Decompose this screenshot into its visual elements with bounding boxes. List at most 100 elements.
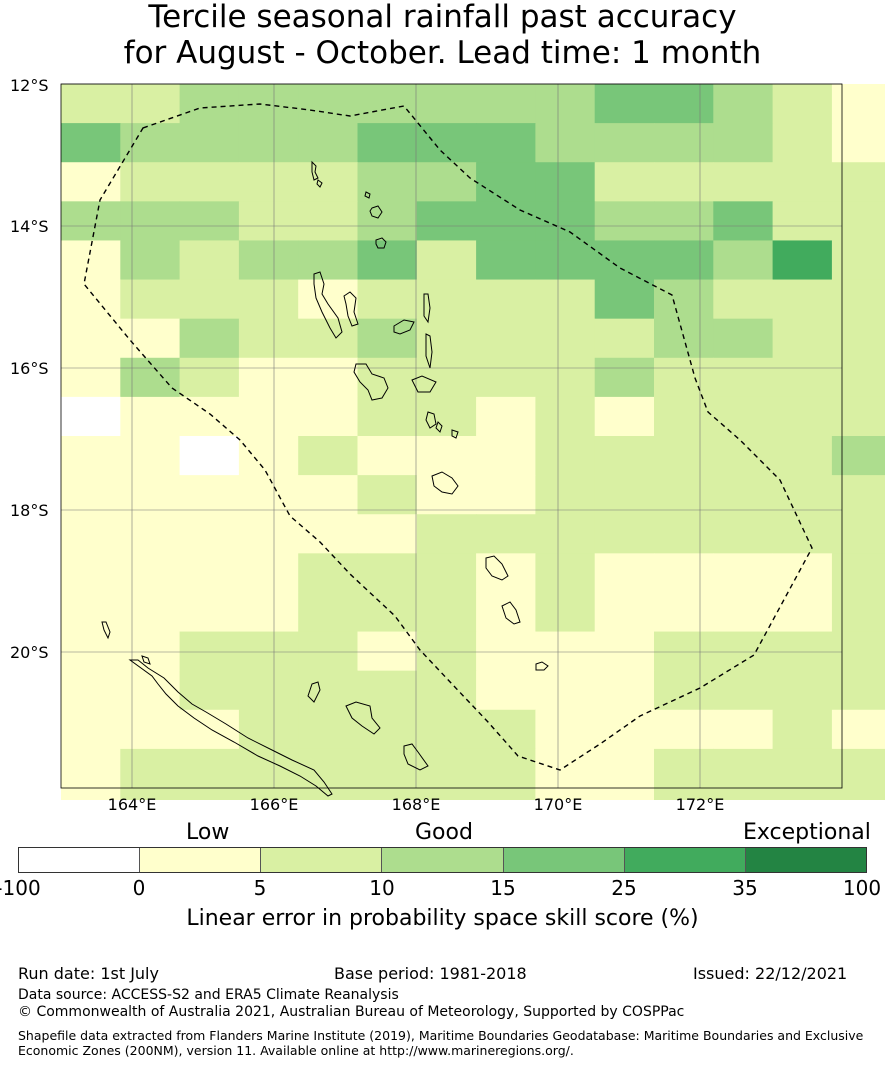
copyright: © Commonwealth of Australia 2021, Austra… (18, 1004, 685, 1020)
island (343, 291, 359, 327)
skill-cell (535, 240, 596, 281)
skill-cell (120, 123, 181, 163)
skill-cell (476, 670, 536, 711)
data-source: Data source: ACCESS-S2 and ERA5 Climate … (18, 987, 399, 1003)
skill-cell (238, 279, 299, 320)
skill-cell (772, 162, 833, 202)
skill-cell (535, 436, 596, 476)
skill-cell (535, 788, 596, 800)
skill-cell (416, 748, 477, 789)
skill-cell (357, 318, 418, 359)
skill-cell (298, 201, 358, 241)
skill-cell (654, 631, 714, 672)
skill-cell (238, 631, 299, 672)
skill-cell (654, 670, 714, 711)
skill-cell (713, 475, 774, 515)
island (535, 661, 549, 671)
skill-cell (179, 357, 240, 398)
skill-cell (772, 788, 833, 800)
skill-cell (772, 436, 833, 476)
skill-cell (713, 788, 774, 800)
skill-cell (713, 631, 774, 672)
skill-cell (357, 748, 418, 789)
island (313, 271, 343, 339)
skill-cell (831, 631, 885, 672)
island (435, 421, 443, 433)
skill-cell (61, 670, 121, 711)
skill-cell (357, 709, 418, 750)
skill-cell (61, 748, 121, 789)
colorbar-segment (140, 848, 262, 872)
colorbar-segment (382, 848, 504, 872)
island (307, 681, 321, 703)
issued-date: Issued: 22/12/2021 (693, 964, 848, 983)
skill-cell (713, 670, 774, 711)
colorbar-tick: 10 (369, 876, 395, 900)
skill-cell (298, 748, 358, 789)
category-exceptional: Exceptional (743, 820, 871, 845)
lon-tick-166e: 166°E (249, 795, 299, 814)
skill-cell (535, 670, 596, 711)
skill-cell (416, 162, 477, 202)
skill-cell (713, 240, 774, 281)
skill-cell (831, 396, 885, 437)
skill-cell (179, 162, 240, 202)
skill-cell (357, 123, 418, 163)
skill-cell (831, 475, 885, 515)
skill-cell (654, 396, 714, 437)
skill-cell (416, 592, 477, 633)
skill-cell (120, 592, 181, 633)
island (128, 659, 333, 797)
map-frame (60, 83, 843, 789)
skill-cell (772, 748, 833, 789)
skill-cell (298, 709, 358, 750)
skill-cell (654, 201, 714, 241)
skill-cell (357, 631, 418, 672)
island (345, 701, 381, 735)
skill-cell (535, 631, 596, 672)
skill-cell (357, 201, 418, 241)
skill-cell (61, 788, 121, 800)
skill-cell (654, 592, 714, 633)
skill-cell (298, 631, 358, 672)
skill-cell (357, 357, 418, 398)
skill-cell (654, 162, 714, 202)
lon-tick-164e: 164°E (107, 795, 157, 814)
skill-cell (298, 396, 358, 437)
skill-cell (416, 788, 477, 800)
skill-cell (713, 123, 774, 163)
skill-cell (831, 162, 885, 202)
skill-cell (298, 162, 358, 202)
skill-cell (831, 592, 885, 633)
skill-cell (61, 162, 121, 202)
skill-cell (654, 84, 714, 124)
skill-cell (535, 514, 596, 554)
skill-cell (476, 357, 536, 398)
skill-cell (476, 514, 536, 554)
skill-cell (831, 709, 885, 750)
skill-cell (179, 514, 240, 554)
skill-cell (772, 357, 833, 398)
skill-cell (654, 357, 714, 398)
skill-cell (713, 709, 774, 750)
skill-cell (654, 553, 714, 593)
island (101, 621, 111, 640)
colorbar-segment (503, 848, 625, 872)
skill-cell (416, 631, 477, 672)
skill-cell (179, 436, 240, 476)
category-good: Good (415, 820, 473, 845)
skill-cell (476, 748, 536, 789)
skill-cell (594, 631, 655, 672)
skill-cell (772, 240, 833, 281)
skill-cell (238, 396, 299, 437)
skill-cell (772, 670, 833, 711)
skill-cell (61, 357, 121, 398)
shapefile-credit-1: Shapefile data extracted from Flanders M… (18, 1028, 864, 1043)
skill-cell (238, 240, 299, 281)
skill-cell (772, 201, 833, 241)
skill-cell (357, 436, 418, 476)
skill-grid-cells (61, 84, 885, 800)
skill-cell (831, 748, 885, 789)
skill-cell (831, 318, 885, 359)
skill-cell (831, 514, 885, 554)
